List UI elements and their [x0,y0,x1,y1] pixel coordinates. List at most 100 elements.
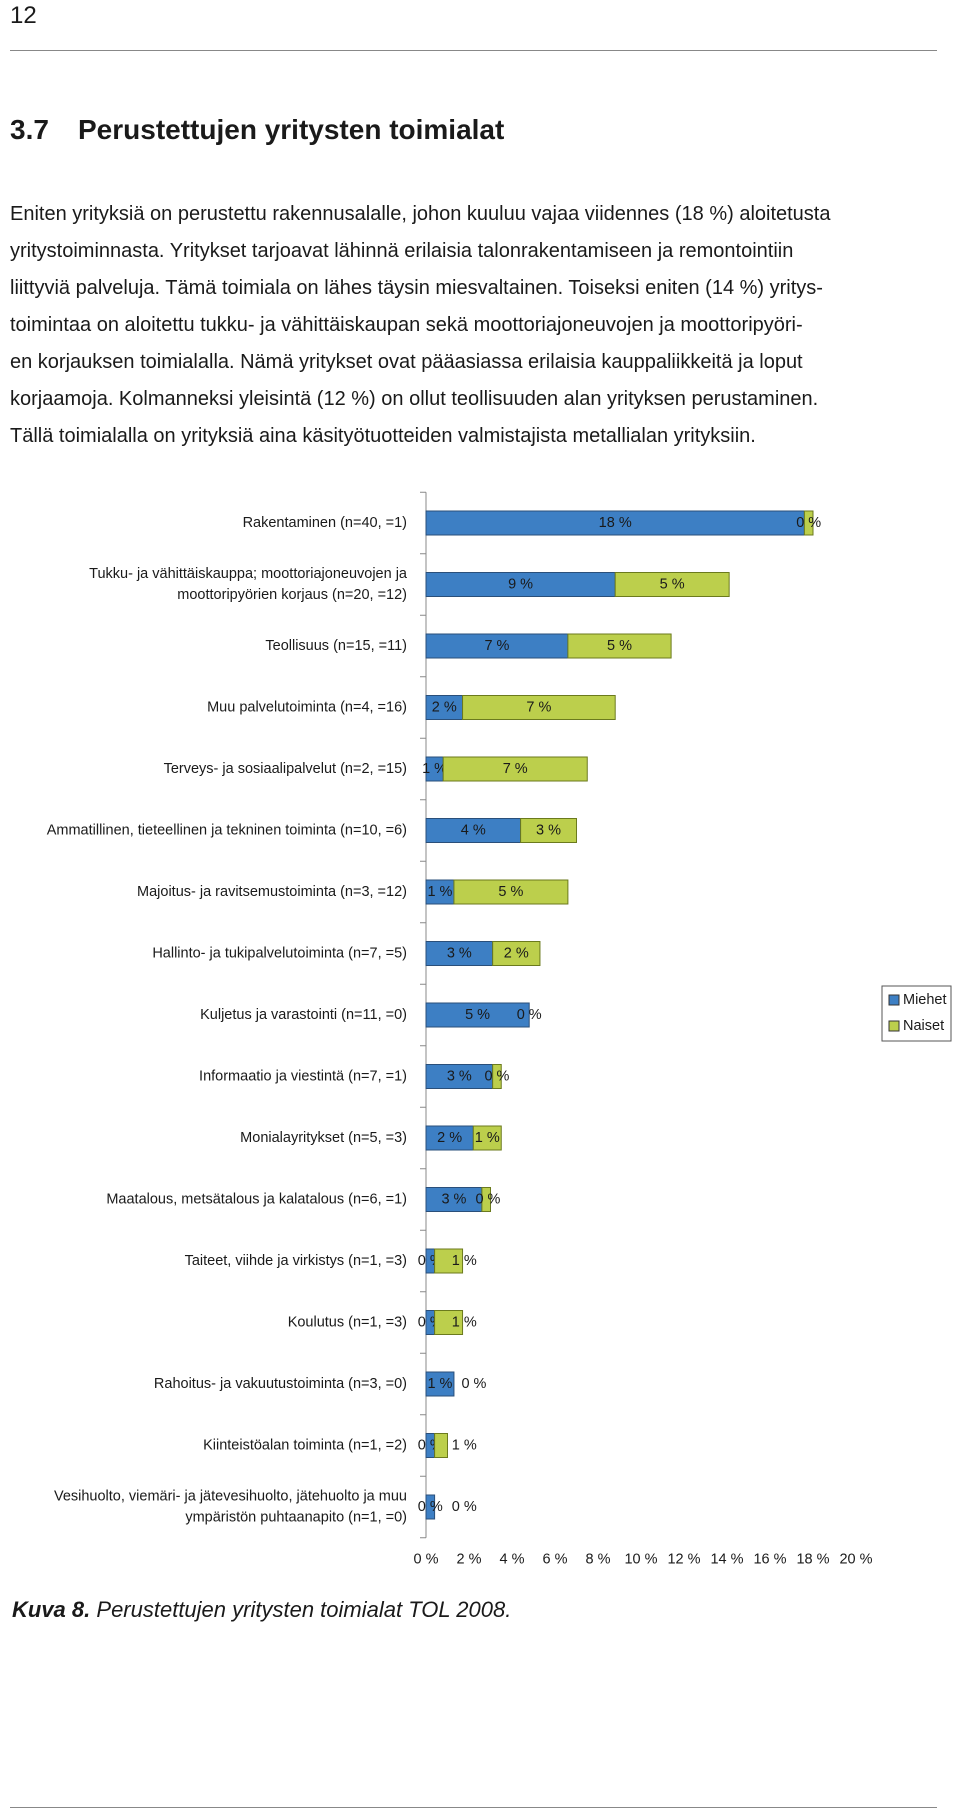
caption-text: Perustettujen yritysten toimialat TOL 20… [96,1597,512,1622]
section-number: 3.7 [10,114,49,145]
x-tick-label: 6 % [543,1552,568,1568]
section-heading: 3.7 Perustettujen yritysten toimialat [10,114,504,146]
bar-segment [425,1371,455,1397]
data-label: 2 % [432,699,457,715]
bar-segment [434,1433,449,1458]
data-label: 0 % [475,1191,500,1207]
x-tick-label: 16 % [753,1552,786,1568]
category-label: Monialayritykset (n=5, =3) [240,1130,407,1146]
bar-segment [567,633,672,659]
x-tick-label: 4 % [500,1552,525,1568]
body-text: Eniten yrityksiä on perustettu rakennusa… [10,196,831,455]
x-tick-label: 12 % [667,1552,700,1568]
data-label: 0 % [452,1499,477,1515]
data-label: 9 % [508,576,533,592]
section-title: Perustettujen yritysten toimialat [78,114,505,145]
category-label: Taiteet, viihde ja virkistys (n=1, =3) [185,1253,407,1269]
x-tick-label: 14 % [710,1552,743,1568]
x-tick-label: 0 % [414,1552,439,1568]
bar-segment [520,818,577,843]
data-label: 1 % [422,761,447,777]
caption-label: Kuva 8. [12,1597,91,1622]
legend-label: Miehet [903,992,947,1008]
text-line: liittyviä palveluja. Tämä toimiala on lä… [10,277,823,299]
data-label: 1 % [427,1376,452,1392]
legend-swatch [888,1020,900,1032]
bar-segment [425,879,455,905]
data-label: 2 % [437,1130,462,1146]
bar-segment [425,695,464,720]
bar-segment [434,1248,464,1274]
bar-segment [442,756,588,782]
category-label: Kuljetus ja varastointi (n=11, =0) [200,1007,407,1023]
data-label: 18 % [599,515,632,531]
data-label: 1 % [475,1130,500,1146]
chart: 0 % 2 % 4 % 6 % 8 % 10 % 12 % 14 % 16 % 18 % 20 % R… [47,491,952,1568]
category-label: Terveys- ja sosiaalipalvelut (n=2, =15) [164,761,407,777]
data-label: 3 % [447,1068,472,1084]
data-label: 1 % [427,884,452,900]
category-label: Majoitus- ja ravitsemustoiminta (n=3, =1… [137,884,407,900]
bar-segment [462,695,616,720]
data-label: 1 % [452,1253,477,1269]
bar-segment [425,1064,494,1089]
bar-segment [453,879,569,905]
data-label: 5 % [498,884,523,900]
data-label: 3 % [447,945,472,961]
category-label: Maatalous, metsätalous ja kalatalous (n=… [106,1191,407,1207]
data-label: 7 % [503,761,528,777]
data-label: 5 % [465,1007,490,1023]
bar-segment [425,941,494,966]
x-tick-label: 20 % [839,1552,872,1568]
category-label: Vesihuolto, viemäri- ja jätevesihuolto, … [54,1488,407,1525]
legend-swatch [888,994,900,1006]
category-label: Tukku- ja vähittäiskauppa; moottoriajone… [89,566,408,603]
category-label: Rahoitus- ja vakuutustoiminta (n=3, =0) [154,1376,407,1392]
data-label: 4 % [461,822,486,838]
bar-segment [434,1310,464,1335]
x-tick-label: 10 % [624,1552,657,1568]
data-label: 3 % [441,1191,466,1207]
category-label: Muu palvelutoiminta (n=4, =16) [207,699,407,715]
data-label: 0 % [418,1499,443,1515]
x-tick-label: 2 % [457,1552,482,1568]
data-label: 0 % [461,1376,486,1392]
x-tick-label: 18 % [796,1552,829,1568]
data-label: 3 % [536,822,561,838]
data-label: 1 % [452,1314,477,1330]
category-label: Koulutus (n=1, =3) [288,1314,407,1330]
data-label: 0 % [484,1068,509,1084]
data-label: 0 % [796,515,821,531]
bar-segment [425,1002,530,1028]
category-label: Hallinto- ja tukipalvelutoiminta (n=7, =… [152,945,407,961]
category-label: Kiinteistöalan toiminta (n=1, =2) [203,1437,407,1453]
category-label: Informaatio ja viestintä (n=7, =1) [199,1068,407,1084]
category-label: Ammatillinen, tieteellinen ja tekninen t… [47,822,407,838]
bar-segment [472,1125,502,1151]
data-label: 1 % [452,1437,477,1453]
text-line: korjaamoja. Kolmanneksi yleisintä (12 %)… [10,388,819,410]
bar-segment [481,1187,491,1212]
bar-segment [614,572,730,597]
bar-segment [425,1125,474,1151]
data-label: 7 % [526,699,551,715]
bar-segment [492,1064,502,1089]
legend-label: Naiset [903,1018,944,1034]
header-rule [10,50,937,51]
data-label: 5 % [660,576,685,592]
text-line: en korjauksen toimialalla. Nämä yritykse… [10,351,803,373]
data-label: 2 % [504,945,529,961]
text-line: yritystoiminnasta. Yritykset tarjoavat l… [10,240,794,262]
bar-segment [803,510,814,536]
bar-segment [425,818,522,843]
data-label: 7 % [484,638,509,654]
bar-segment [425,510,805,536]
category-label: Teollisuus (n=15, =11) [265,638,407,654]
bar-segment [425,1494,436,1520]
bar-segment [492,941,541,966]
text-line: Tällä toimialalla on yrityksiä aina käsi… [10,425,756,447]
page-number: 12 [10,2,37,29]
text-line: toimintaa on aloitettu tukku- ja vähittä… [10,314,803,336]
x-tick-label: 8 % [586,1552,611,1568]
